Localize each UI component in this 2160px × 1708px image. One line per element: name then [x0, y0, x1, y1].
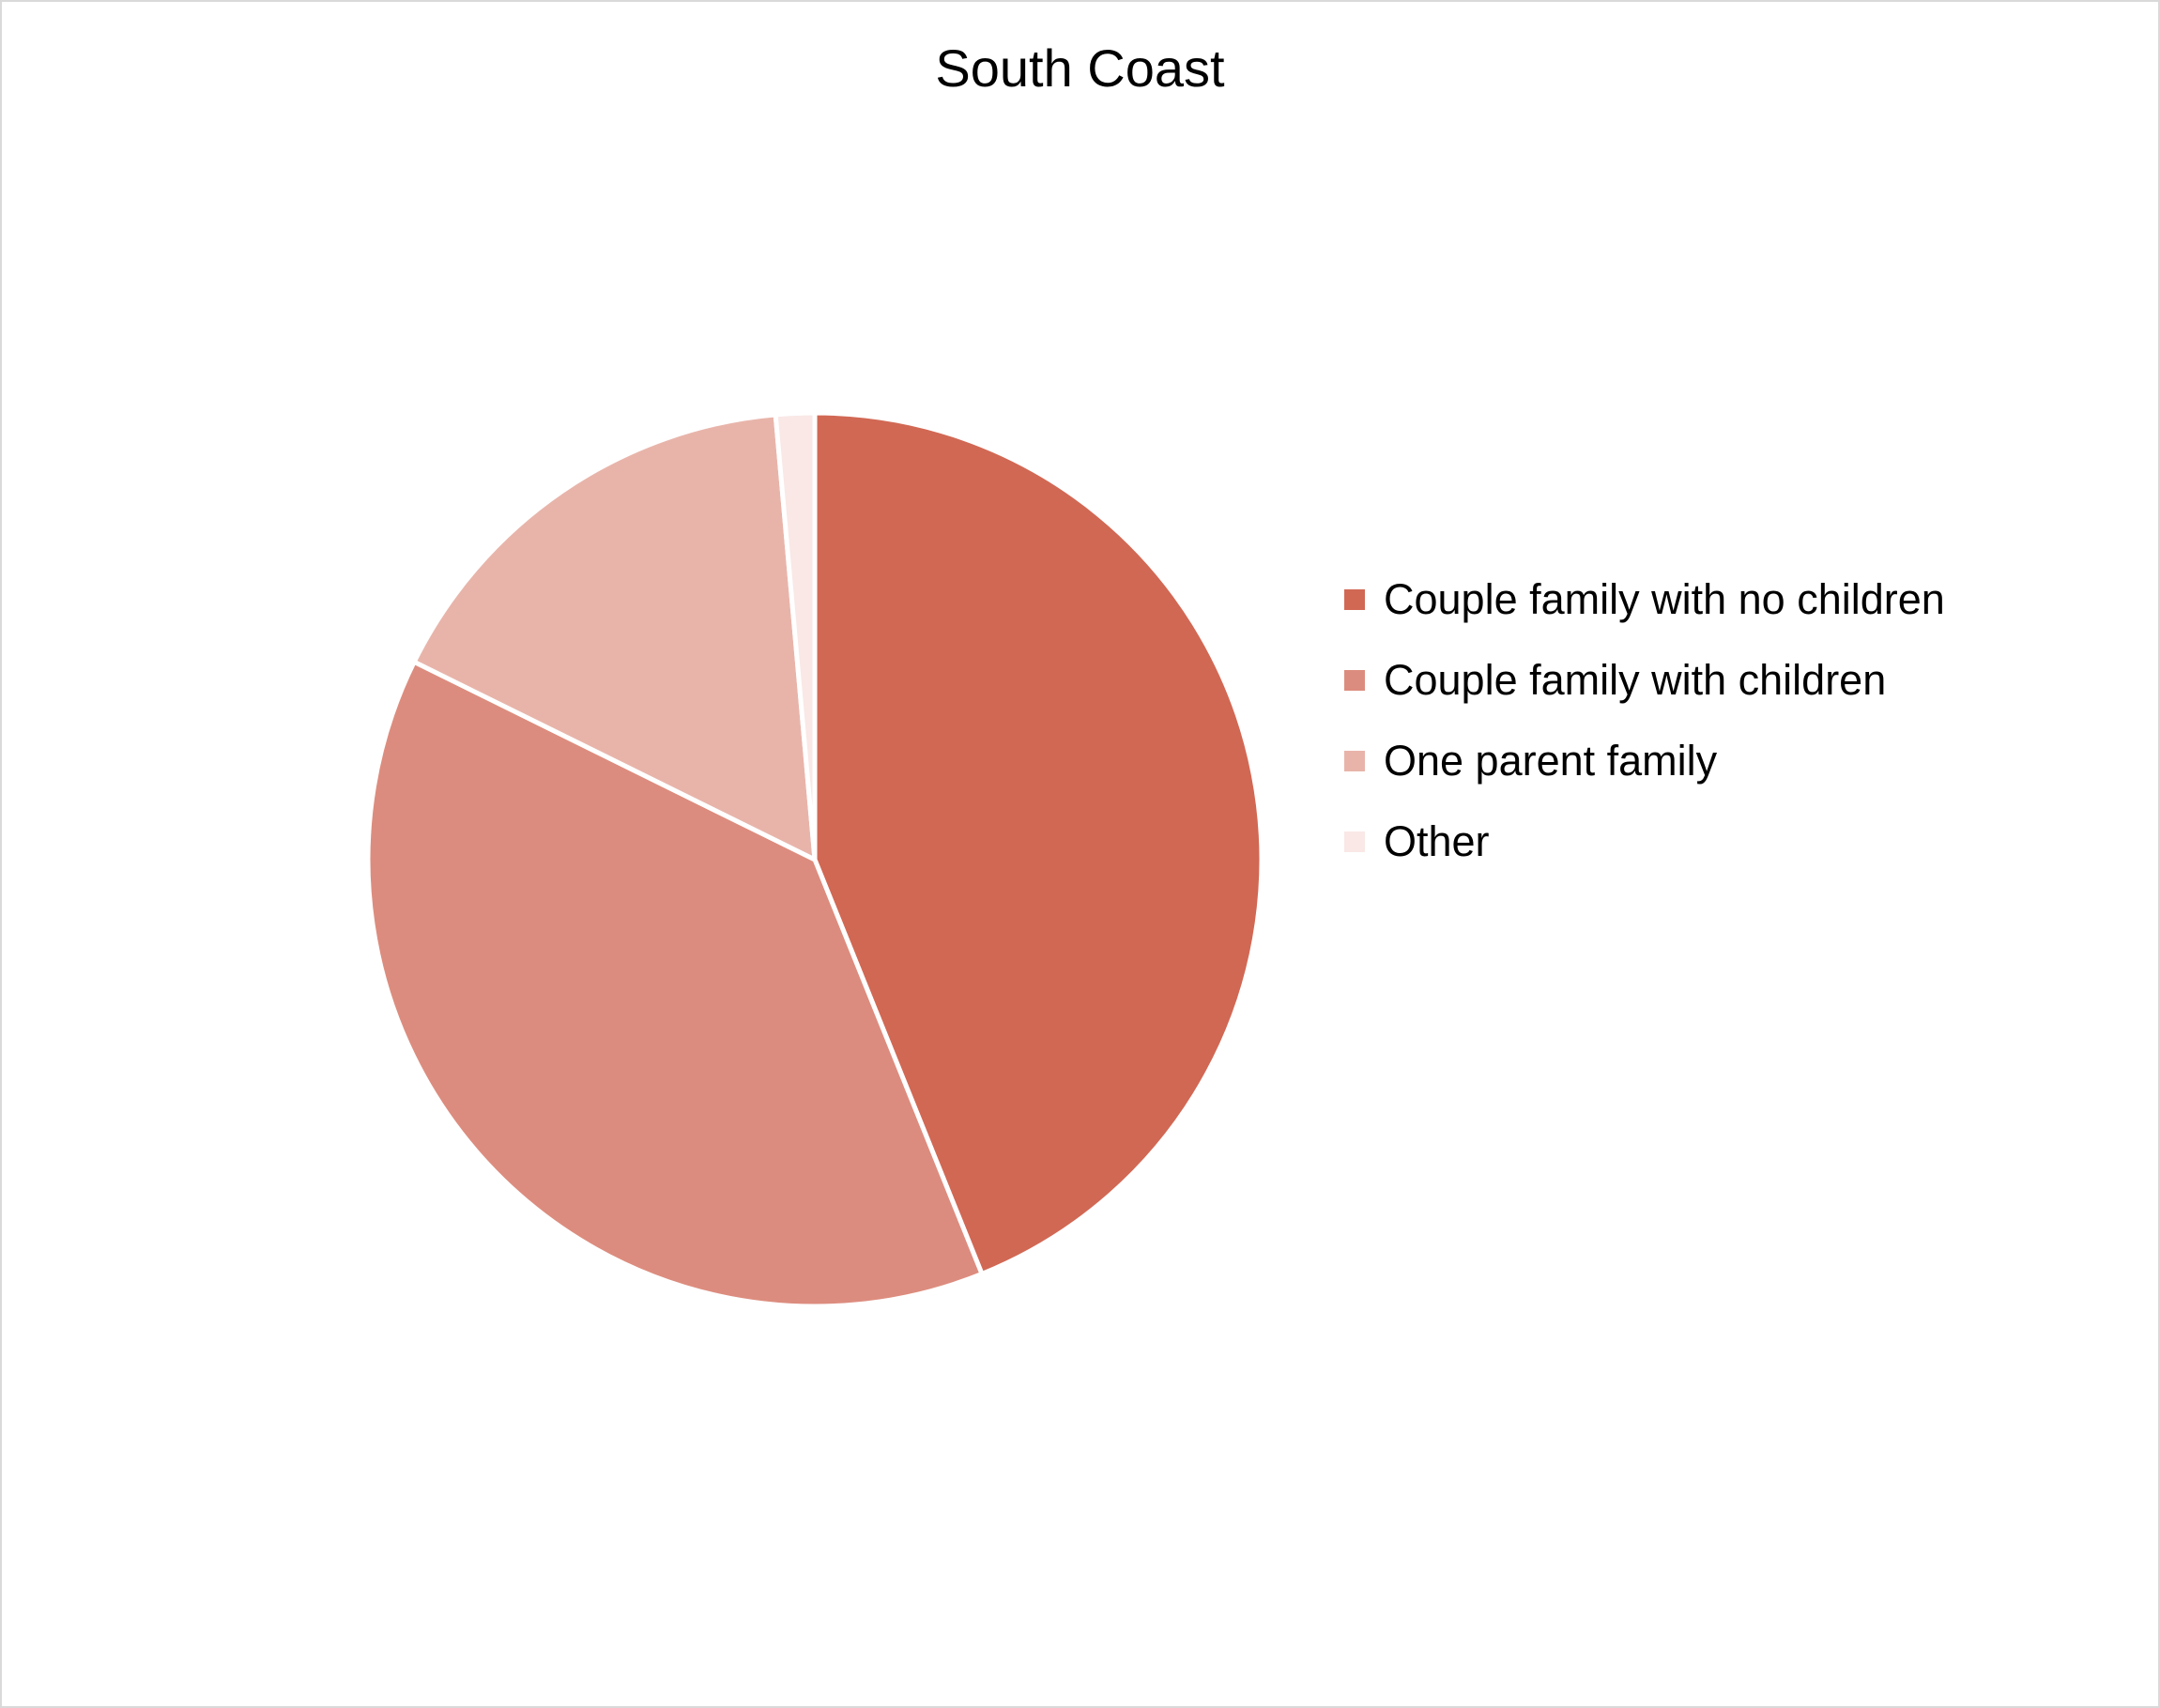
pie-slices — [365, 410, 1264, 1309]
legend-swatch — [1344, 589, 1365, 610]
chart-title: South Coast — [935, 38, 1225, 98]
legend-swatch — [1344, 751, 1365, 771]
slice-one-parent — [411, 412, 818, 862]
legend-item-other: Other — [1344, 801, 1945, 882]
slice-couple-with-children — [365, 659, 985, 1309]
legend-item-couple-no-children: Couple family with no children — [1344, 559, 1945, 640]
legend-item-one-parent: One parent family — [1344, 721, 1945, 801]
legend-swatch — [1344, 831, 1365, 852]
legend: Couple family with no children Couple fa… — [1344, 559, 1945, 882]
legend-label: Couple family with no children — [1384, 575, 1945, 623]
slice-couple-no-children — [812, 410, 1264, 1276]
legend-label: Couple family with children — [1384, 656, 1887, 704]
legend-swatch — [1344, 670, 1365, 691]
legend-label: Other — [1384, 817, 1490, 865]
slice-other — [773, 410, 818, 862]
legend-label: One parent family — [1384, 737, 1718, 785]
legend-item-couple-with-children: Couple family with children — [1344, 640, 1945, 721]
